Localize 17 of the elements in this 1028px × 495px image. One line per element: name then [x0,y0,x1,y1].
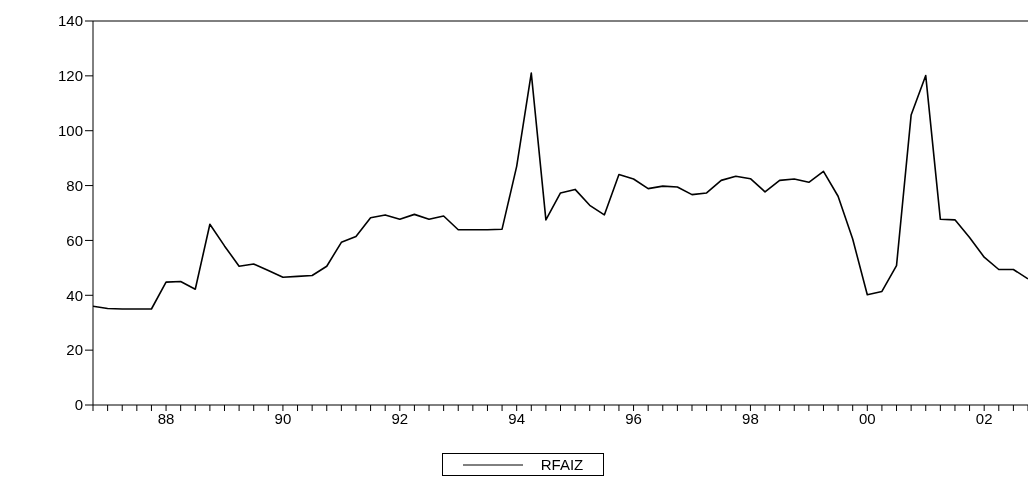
x-tick-label: 02 [975,409,993,427]
x-tick-label: 98 [742,409,759,427]
y-tick-label: 60 [66,231,83,249]
x-tick-label: 90 [274,409,292,427]
y-tick-label: 80 [66,176,83,194]
y-tick-label: 140 [57,12,83,30]
x-tick-label: 00 [858,409,876,427]
y-tick-label: 120 [57,67,83,85]
x-tick-label: 88 [157,409,175,427]
legend-label: RFAIZ [540,456,584,473]
x-tick-label: 92 [391,409,409,427]
y-tick-label: 40 [66,286,83,304]
y-tick-label: 20 [66,341,83,359]
y-tick-label: 0 [74,396,83,414]
x-tick-label: 94 [508,409,526,427]
y-tick-label: 100 [57,122,83,140]
x-tick-label: 96 [625,409,642,427]
